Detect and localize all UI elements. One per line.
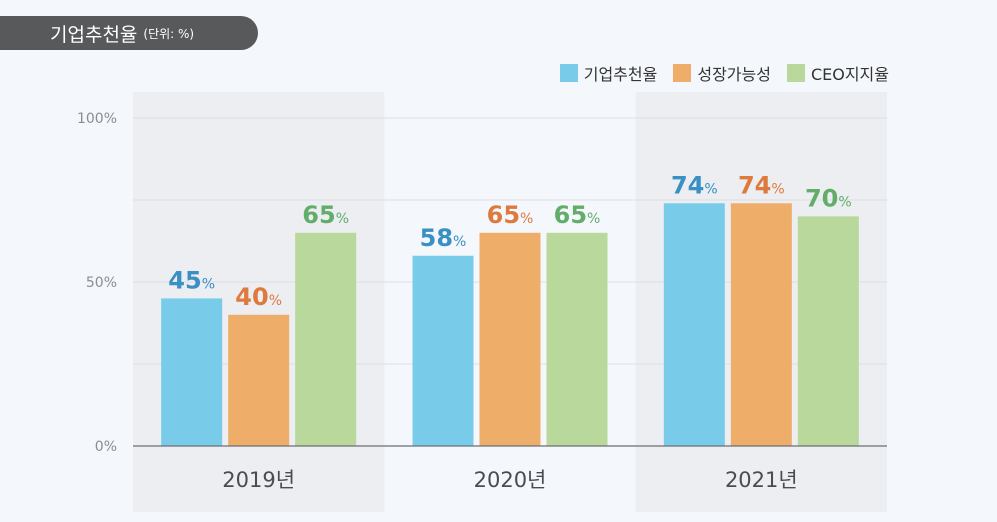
bar-series-1 [412,255,474,446]
legend-label-1: 기업추천율 [583,65,658,84]
bar-series-1 [161,298,223,446]
legend-swatch-3 [786,64,805,82]
x-tick-label: 2019년 [222,468,295,492]
data-label: 70% [805,184,852,212]
data-label: 65% [554,201,601,229]
data-label: 65% [302,201,349,229]
data-label: 65% [487,201,534,229]
y-tick-label: 100% [77,111,117,127]
chart-title-tab: 기업추천율 (단위: %) [0,16,258,50]
x-tick-label: 2020년 [474,468,547,492]
legend-swatch-2 [673,64,692,82]
legend-item-1: 기업추천율 [559,61,658,85]
legend-item-3: CEO지지율 [786,61,889,85]
bar-series-2 [228,314,290,446]
data-label: 45% [168,266,215,294]
data-label: 40% [235,283,282,311]
data-label: 74% [738,171,785,199]
data-label: 74% [671,171,718,199]
bar-series-1 [663,203,725,446]
chart-title: 기업추천율 [50,23,138,46]
legend-item-2: 성장가능성 [673,61,771,85]
bar-series-3 [797,216,859,446]
chart-unit: (단위: %) [143,26,195,41]
legend-label-3: CEO지지율 [810,65,889,84]
legend-label-2: 성장가능성 [697,65,771,84]
bar-series-2 [479,232,541,446]
data-label: 58% [420,224,467,252]
y-tick-label: 0% [95,439,117,455]
x-tick-label: 2021년 [725,468,798,492]
bar-series-2 [730,203,792,446]
legend-swatch-1 [559,64,578,82]
y-tick-label: 50% [86,275,117,291]
bar-series-3 [546,232,608,446]
legend: 기업추천율 성장가능성 CEO지지율 [559,61,889,85]
bar-series-3 [295,232,357,446]
